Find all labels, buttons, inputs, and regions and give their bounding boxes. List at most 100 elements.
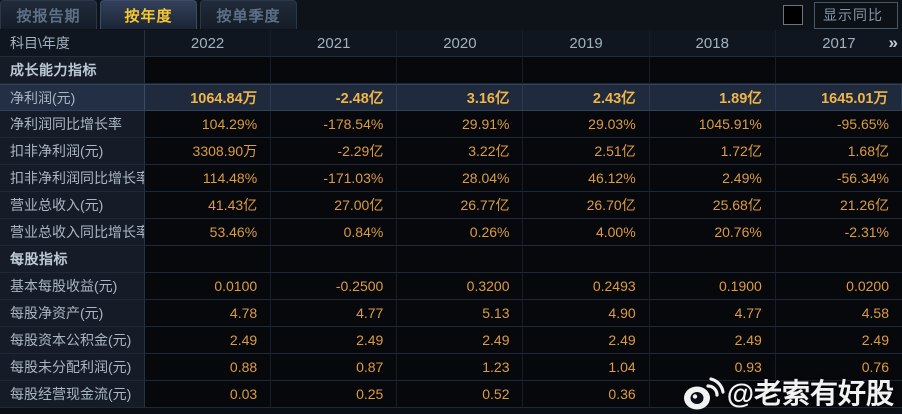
- row-label: 净利润(元): [0, 84, 145, 111]
- value-cell: 1.23: [397, 354, 524, 381]
- tab-report-period[interactable]: 按报告期: [0, 0, 97, 29]
- more-columns-icon[interactable]: »: [888, 33, 899, 52]
- data-row[interactable]: 营业总收入(元) 41.43亿 27.00亿 26.77亿 26.70亿 25.68亿 21…: [0, 192, 902, 219]
- year-header-2020: 2020: [397, 30, 524, 57]
- value-cell: 2.49: [523, 327, 650, 354]
- value-cell: 29.91%: [397, 111, 524, 138]
- value-cell: 2.49: [649, 327, 776, 354]
- row-label: 净利润同比增长率: [0, 111, 145, 138]
- year-header-2018: 2018: [649, 30, 776, 57]
- section-row[interactable]: 每股指标: [0, 246, 902, 273]
- year-header-2017: 2017: [775, 30, 902, 57]
- value-cell: 0.52: [397, 381, 524, 408]
- value-cell: -0.2500: [271, 273, 398, 300]
- value-cell: -178.54%: [271, 111, 398, 138]
- value-cell: 4.77: [271, 300, 398, 327]
- data-row[interactable]: 基本每股收益(元) 0.0100 -0.2500 0.3200 0.2493 0.1900…: [0, 273, 902, 300]
- value-cell: 3.16亿: [397, 84, 524, 111]
- row-label: 每股经营现金流(元): [0, 381, 145, 408]
- value-cell: 26.70亿: [523, 192, 650, 219]
- value-cell: -2.29亿: [271, 138, 398, 165]
- value-cell: 41.43亿: [145, 192, 272, 219]
- data-row[interactable]: 营业总收入同比增长率 53.46% 0.84% 0.26% 4.00% 20.76% -2.…: [0, 219, 902, 246]
- value-cell: -56.34%: [775, 165, 902, 192]
- tab-single-quarter[interactable]: 按单季度: [200, 0, 297, 29]
- year-header-2021: 2021: [271, 30, 398, 57]
- row-label: 营业总收入同比增长率: [0, 219, 145, 246]
- row-label: 扣非净利润(元): [0, 138, 145, 165]
- value-cell: 1.68亿: [775, 138, 902, 165]
- value-cell: 2.49: [775, 327, 902, 354]
- value-cell: 0.0200: [775, 273, 902, 300]
- value-cell: 25.68亿: [649, 192, 776, 219]
- value-cell: 1.89亿: [649, 84, 776, 111]
- value-cell: 3.22亿: [397, 138, 524, 165]
- row-label: 每股资本公积金(元): [0, 327, 145, 354]
- value-cell: 0.26%: [397, 219, 524, 246]
- value-cell: 0.25: [271, 381, 398, 408]
- value-cell: 1064.84万: [145, 84, 272, 111]
- value-cell: 114.48%: [145, 165, 272, 192]
- value-cell: 20.76%: [649, 219, 776, 246]
- row-label: 扣非净利润同比增长率: [0, 165, 145, 192]
- value-cell: 3308.90万: [145, 138, 272, 165]
- show-yoy-checkbox[interactable]: [783, 5, 803, 25]
- value-cell: [145, 246, 272, 273]
- value-cell: [649, 381, 776, 408]
- value-cell: 4.58: [775, 300, 902, 327]
- value-cell: 4.77: [649, 300, 776, 327]
- value-cell: [649, 246, 776, 273]
- value-cell: 46.12%: [523, 165, 650, 192]
- row-label: 成长能力指标: [0, 57, 145, 84]
- value-cell: 2.51亿: [523, 138, 650, 165]
- value-cell: 5.13: [397, 300, 524, 327]
- value-cell: 0.3200: [397, 273, 524, 300]
- value-cell: -95.65%: [775, 111, 902, 138]
- data-row[interactable]: 每股资本公积金(元) 2.49 2.49 2.49 2.49 2.49 2.49: [0, 327, 902, 354]
- value-cell: 53.46%: [145, 219, 272, 246]
- data-row[interactable]: 每股未分配利润(元) 0.88 0.87 1.23 1.04 0.93 0.76: [0, 354, 902, 381]
- data-row[interactable]: 每股净资产(元) 4.78 4.77 5.13 4.90 4.77 4.58: [0, 300, 902, 327]
- value-cell: [145, 57, 272, 84]
- period-tabbar: 按报告期 按年度 按单季度 显示同比: [0, 0, 902, 30]
- value-cell: 4.78: [145, 300, 272, 327]
- data-row[interactable]: 净利润(元) 1064.84万 -2.48亿 3.16亿 2.43亿 1.89亿 1645.…: [0, 84, 902, 111]
- value-cell: 2.49%: [649, 165, 776, 192]
- data-row[interactable]: 净利润同比增长率 104.29% -178.54% 29.91% 29.03% 1045.…: [0, 111, 902, 138]
- value-cell: 0.1900: [649, 273, 776, 300]
- value-cell: 1045.91%: [649, 111, 776, 138]
- show-yoy-label[interactable]: 显示同比: [814, 1, 898, 29]
- table-header-row: 科目\年度 2022 2021 2020 2019 2018 2017: [0, 30, 902, 57]
- value-cell: -2.31%: [775, 219, 902, 246]
- data-row[interactable]: 扣非净利润同比增长率 114.48% -171.03% 28.04% 46.12% 2.4…: [0, 165, 902, 192]
- value-cell: 0.87: [271, 354, 398, 381]
- financials-table: 科目\年度 2022 2021 2020 2019 2018 2017 成长能力指标 净利润…: [0, 30, 902, 408]
- value-cell: [523, 57, 650, 84]
- row-label: 每股净资产(元): [0, 300, 145, 327]
- value-cell: -171.03%: [271, 165, 398, 192]
- value-cell: 0.76: [775, 354, 902, 381]
- value-cell: 26.77亿: [397, 192, 524, 219]
- tab-annual[interactable]: 按年度: [100, 0, 197, 29]
- value-cell: 28.04%: [397, 165, 524, 192]
- value-cell: 2.49: [397, 327, 524, 354]
- value-cell: 4.90: [523, 300, 650, 327]
- data-row[interactable]: 每股经营现金流(元) 0.03 0.25 0.52 0.36: [0, 381, 902, 408]
- value-cell: 2.43亿: [523, 84, 650, 111]
- section-row[interactable]: 成长能力指标: [0, 57, 902, 84]
- value-cell: 0.2493: [523, 273, 650, 300]
- row-label: 每股未分配利润(元): [0, 354, 145, 381]
- value-cell: [271, 57, 398, 84]
- row-label: 每股指标: [0, 246, 145, 273]
- value-cell: 27.00亿: [271, 192, 398, 219]
- value-cell: 4.00%: [523, 219, 650, 246]
- value-cell: [523, 246, 650, 273]
- value-cell: [397, 57, 524, 84]
- value-cell: 104.29%: [145, 111, 272, 138]
- value-cell: 0.84%: [271, 219, 398, 246]
- value-cell: -2.48亿: [271, 84, 398, 111]
- value-cell: 0.36: [523, 381, 650, 408]
- corner-header: 科目\年度: [0, 30, 145, 57]
- data-row[interactable]: 扣非净利润(元) 3308.90万 -2.29亿 3.22亿 2.51亿 1.72亿 1.6…: [0, 138, 902, 165]
